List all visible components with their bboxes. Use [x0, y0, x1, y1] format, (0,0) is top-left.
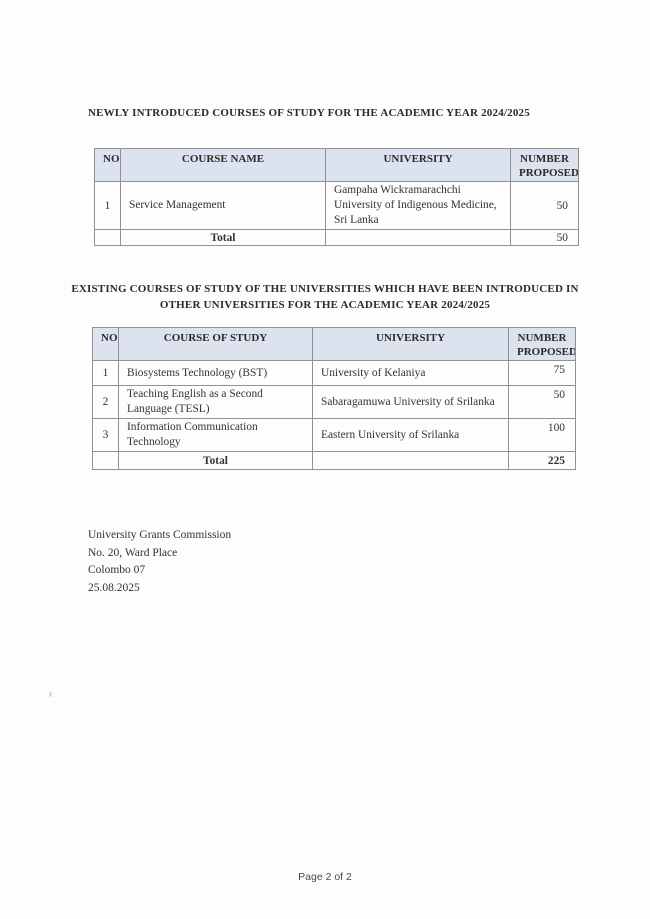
- total-row: Total 225: [92, 451, 576, 470]
- table-row: 1 Service Management Gampaha Wickramarac…: [94, 181, 579, 230]
- row-number: 50: [510, 181, 579, 230]
- empty-cell: [312, 451, 509, 470]
- sender-address-block: University Grants Commission No. 20, War…: [88, 527, 231, 597]
- section-title-line1: EXISTING COURSES OF STUDY OF THE UNIVERS…: [71, 283, 579, 295]
- total-row: Total 50: [94, 229, 579, 246]
- page-title: NEWLY INTRODUCED COURSES OF STUDY FOR TH…: [88, 107, 530, 119]
- column-header-number-proposed: NUMBER PROPOSED: [510, 148, 579, 182]
- row-course: Teaching English as a Second Language (T…: [118, 385, 313, 419]
- empty-cell: [92, 451, 119, 470]
- column-header-university: UNIVERSITY: [312, 327, 509, 361]
- table-row: 1 Biosystems Technology (BST) University…: [92, 360, 576, 386]
- newly-introduced-courses-table: NO. COURSE NAME UNIVERSITY NUMBER PROPOS…: [94, 148, 579, 246]
- row-number: 100: [508, 418, 576, 452]
- row-no: 1: [92, 360, 119, 386]
- row-course: Information Communication Technology: [118, 418, 313, 452]
- existing-courses-table: NO. COURSE OF STUDY UNIVERSITY NUMBER PR…: [92, 327, 576, 470]
- row-university: University of Kelaniya: [312, 360, 509, 386]
- column-header-course-name: COURSE NAME: [120, 148, 326, 182]
- column-header-no: NO.: [94, 148, 121, 182]
- total-label: Total: [120, 229, 326, 246]
- row-course: Biosystems Technology (BST): [118, 360, 313, 386]
- table-header-row: NO. COURSE OF STUDY UNIVERSITY NUMBER PR…: [92, 327, 576, 361]
- empty-cell: [325, 229, 511, 246]
- section-title: EXISTING COURSES OF STUDY OF THE UNIVERS…: [0, 281, 650, 313]
- row-no: 2: [92, 385, 119, 419]
- empty-cell: [94, 229, 121, 246]
- document-date: 25.08.2025: [88, 581, 140, 594]
- row-university: Gampaha Wickramarachchi University of In…: [325, 181, 511, 230]
- row-university: Eastern University of Srilanka: [312, 418, 509, 452]
- table-row: 2 Teaching English as a Second Language …: [92, 385, 576, 419]
- total-value: 225: [508, 451, 576, 470]
- address-city: Colombo 07: [88, 564, 146, 576]
- row-no: 3: [92, 418, 119, 452]
- column-header-course-of-study: COURSE OF STUDY: [118, 327, 313, 361]
- page-number: Page 2 of 2: [298, 871, 352, 883]
- row-no: 1: [94, 181, 121, 230]
- column-header-university: UNIVERSITY: [325, 148, 511, 182]
- row-number: 75: [508, 360, 576, 386]
- row-course: Service Management: [120, 181, 326, 230]
- column-header-number-proposed: NUMBER PROPOSED: [508, 327, 576, 361]
- table-row: 3 Information Communication Technology E…: [92, 418, 576, 452]
- scan-speckle: [49, 692, 52, 697]
- row-university: Sabaragamuwa University of Srilanka: [312, 385, 509, 419]
- column-header-no: NO.: [92, 327, 119, 361]
- total-value: 50: [510, 229, 579, 246]
- row-number: 50: [508, 385, 576, 419]
- address-line: No. 20, Ward Place: [88, 546, 178, 559]
- total-label: Total: [118, 451, 313, 470]
- organization-name: University Grants Commission: [88, 529, 232, 541]
- section-title-line2: OTHER UNIVERSITIES FOR THE ACADEMIC YEAR…: [159, 299, 491, 311]
- table-header-row: NO. COURSE NAME UNIVERSITY NUMBER PROPOS…: [94, 148, 579, 182]
